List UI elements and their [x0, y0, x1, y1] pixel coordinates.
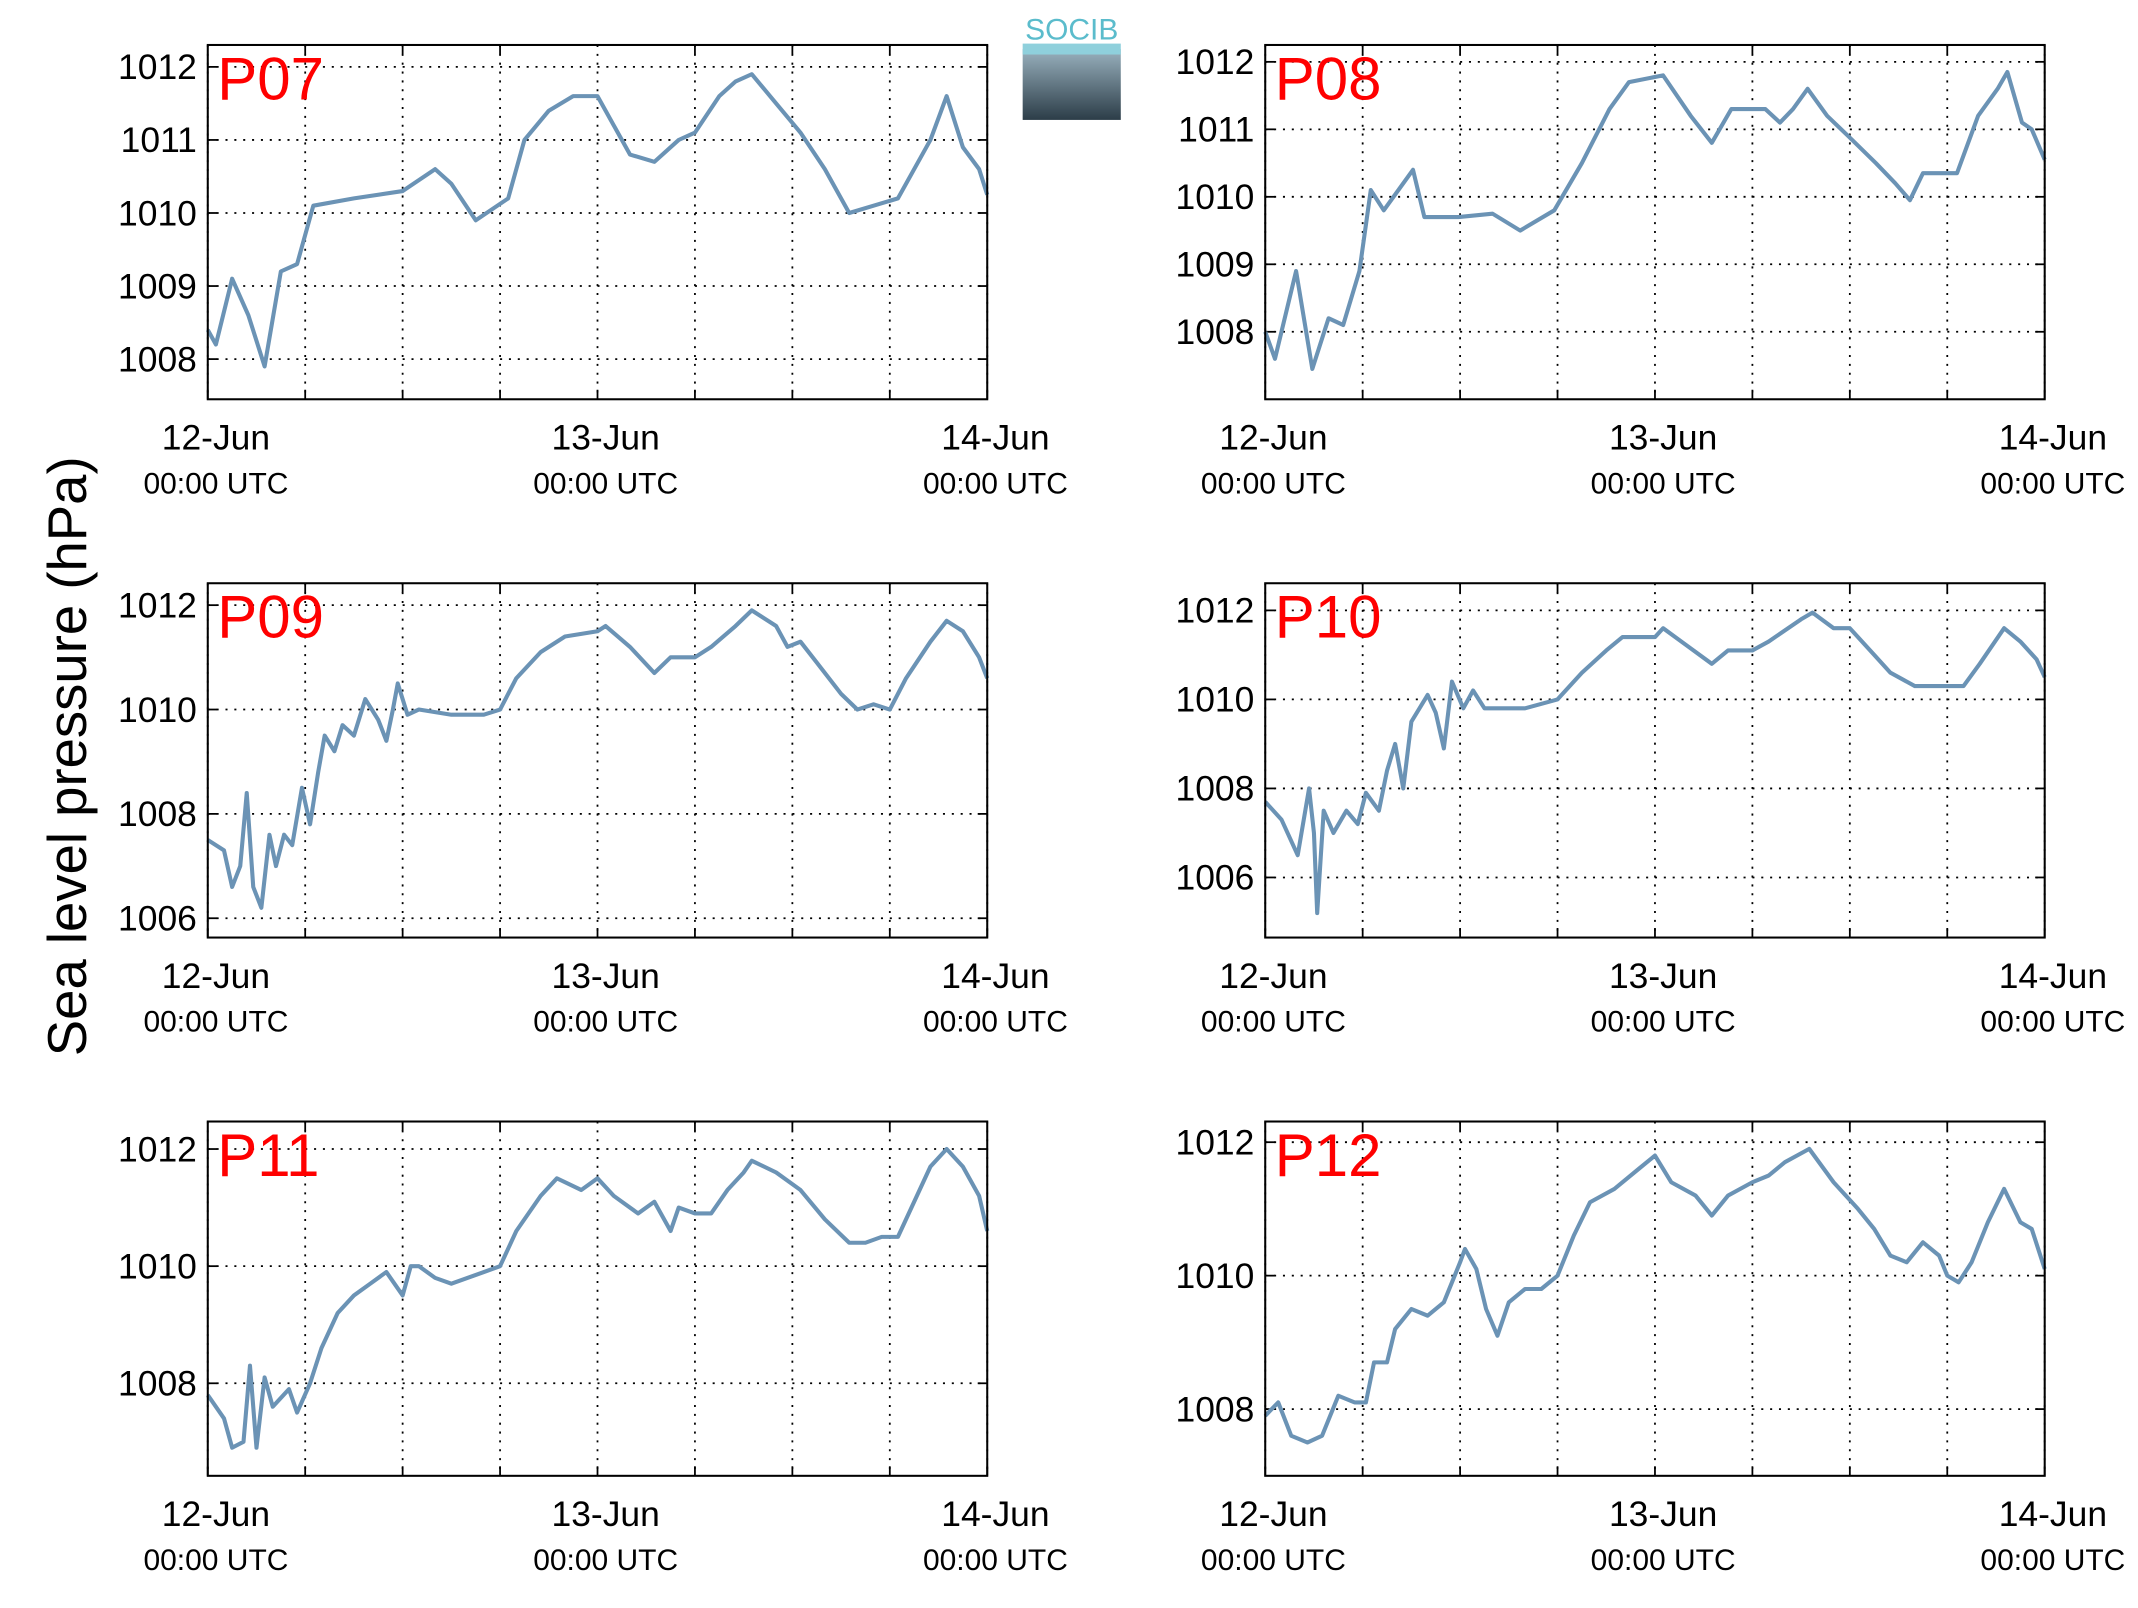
x-tick-label: 13-Jun: [1609, 1494, 1717, 1534]
x-tick-sublabel: 00:00 UTC: [1591, 1544, 1736, 1577]
plot-frame: [206, 1120, 989, 1477]
y-tick-label: 1008: [118, 339, 197, 379]
y-tick-label: 1009: [1176, 245, 1255, 285]
x-tick-sublabel: 00:00 UTC: [923, 1544, 1068, 1577]
logo-text: SOCIB: [1025, 14, 1118, 47]
panel-title: P11: [217, 1122, 319, 1189]
x-tick-sublabel: 00:00 UTC: [533, 467, 678, 500]
x-tick-label: 13-Jun: [552, 956, 660, 996]
x-tick-sublabel: 00:00 UTC: [1591, 1006, 1736, 1039]
x-tick-label: 12-Jun: [1219, 418, 1327, 458]
panel: 1008 1009 1010 1011 1012 12-Jun 00:00 UTC 13-Ju…: [1176, 42, 2126, 500]
panel-title: P07: [217, 45, 324, 112]
y-tick-label: 1008: [1176, 1389, 1255, 1429]
panel: 1006 1008 1010 1012 12-Jun 00:00 UTC 13-Jun 00:…: [1176, 582, 2125, 1039]
y-tick-label: 1010: [118, 193, 197, 233]
x-tick-sublabel: 00:00 UTC: [1201, 1544, 1346, 1577]
panel-title: P09: [217, 584, 324, 651]
y-tick-label: 1012: [1176, 591, 1255, 631]
plot-frame: [206, 582, 989, 939]
x-tick-sublabel: 00:00 UTC: [143, 1006, 288, 1039]
y-tick-label: 1011: [1178, 110, 1254, 150]
data-line: [1263, 610, 2047, 916]
x-tick-sublabel: 00:00 UTC: [533, 1006, 678, 1039]
logo-block: [1022, 49, 1121, 120]
data-line: [205, 72, 990, 369]
y-tick-label: 1010: [118, 690, 197, 730]
panel-title: P12: [1275, 1122, 1382, 1189]
panel: 1008 1010 1012 12-Jun 00:00 UTC 13-Jun 00:00 U…: [1176, 1120, 2125, 1577]
y-tick-label: 1006: [118, 899, 197, 939]
y-tick-label: 1012: [1176, 42, 1255, 82]
y-tick-label: 1008: [1176, 769, 1255, 809]
x-tick-label: 12-Jun: [1219, 1494, 1327, 1534]
y-tick-label: 1008: [118, 794, 197, 834]
data-line: [1263, 1146, 2047, 1445]
logo: SOCIB: [1022, 14, 1121, 120]
x-tick-sublabel: 00:00 UTC: [1591, 467, 1736, 500]
x-tick-sublabel: 00:00 UTC: [1980, 1544, 2125, 1577]
x-tick-label: 14-Jun: [941, 1494, 1049, 1534]
y-axis-label: Sea level pressure (hPa): [37, 456, 98, 1056]
y-tick-label: 1011: [121, 120, 197, 160]
y-tick-label: 1010: [118, 1246, 197, 1286]
panel: 1006 1008 1010 1012 12-Jun 00:00 UTC 13-Jun 00:…: [118, 582, 1068, 1039]
logo-wave: [1022, 43, 1121, 55]
x-tick-sublabel: 00:00 UTC: [923, 1006, 1068, 1039]
x-tick-label: 14-Jun: [1999, 956, 2107, 996]
panel-title: P08: [1275, 45, 1382, 112]
x-tick-label: 13-Jun: [552, 1494, 660, 1534]
x-tick-sublabel: 00:00 UTC: [1980, 467, 2125, 500]
plot-frame: [1264, 582, 2046, 939]
x-tick-sublabel: 00:00 UTC: [1980, 1006, 2125, 1039]
plot-frame: [1264, 43, 2046, 401]
x-tick-sublabel: 00:00 UTC: [143, 467, 288, 500]
x-tick-label: 13-Jun: [1609, 418, 1717, 458]
y-tick-label: 1010: [1176, 680, 1255, 720]
y-tick-label: 1012: [1176, 1122, 1255, 1162]
x-tick-label: 13-Jun: [1609, 956, 1717, 996]
x-tick-sublabel: 00:00 UTC: [923, 467, 1068, 500]
y-tick-label: 1012: [118, 585, 197, 625]
data-line: [1263, 69, 2047, 371]
data-line: [206, 608, 990, 910]
x-tick-label: 14-Jun: [1999, 418, 2107, 458]
panel: 1008 1009 1010 1011 1012 12-Jun 00:00 UTC 13-Ju…: [118, 43, 1068, 500]
x-tick-label: 12-Jun: [162, 1494, 270, 1534]
y-tick-label: 1010: [1176, 1256, 1255, 1296]
y-tick-label: 1008: [118, 1364, 197, 1404]
y-tick-label: 1006: [1176, 858, 1255, 898]
y-tick-label: 1012: [118, 1129, 197, 1169]
x-tick-label: 12-Jun: [162, 956, 270, 996]
x-tick-label: 12-Jun: [162, 418, 270, 458]
panel: 1008 1010 1012 12-Jun 00:00 UTC 13-Jun 00:00 U…: [118, 1120, 1068, 1577]
y-tick-label: 1012: [118, 47, 197, 87]
x-tick-sublabel: 00:00 UTC: [143, 1544, 288, 1577]
x-tick-label: 12-Jun: [1219, 956, 1327, 996]
x-tick-label: 14-Jun: [941, 956, 1049, 996]
data-line: [206, 1146, 990, 1450]
x-tick-label: 14-Jun: [941, 418, 1049, 458]
y-tick-label: 1009: [118, 266, 197, 306]
y-tick-label: 1008: [1176, 312, 1255, 352]
y-tick-label: 1010: [1176, 177, 1255, 217]
plot-frame: [1264, 1120, 2046, 1477]
x-tick-sublabel: 00:00 UTC: [533, 1544, 678, 1577]
x-tick-label: 13-Jun: [552, 418, 660, 458]
x-tick-sublabel: 00:00 UTC: [1201, 467, 1346, 500]
panel-title: P10: [1275, 584, 1382, 651]
x-tick-sublabel: 00:00 UTC: [1201, 1006, 1346, 1039]
x-tick-label: 14-Jun: [1999, 1494, 2107, 1534]
plot-frame: [206, 43, 989, 401]
